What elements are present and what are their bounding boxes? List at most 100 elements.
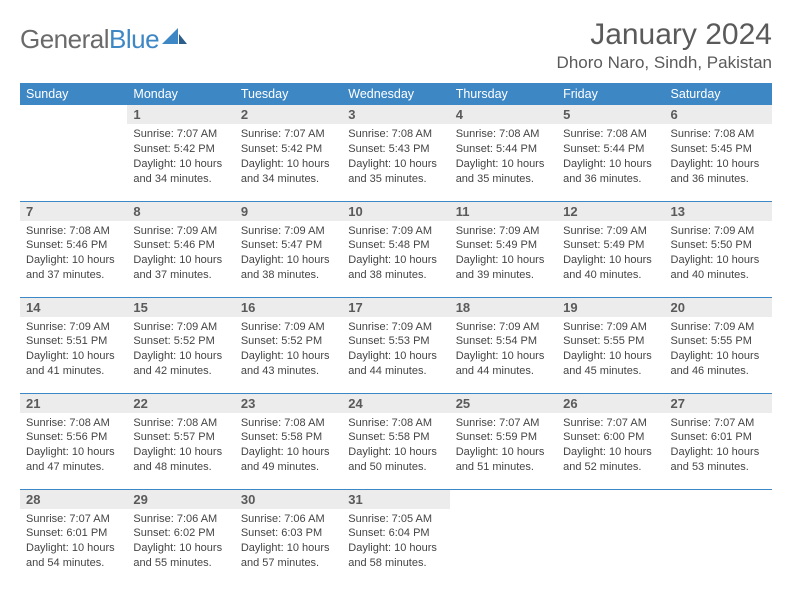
sunset-line: Sunset: 5:46 PM xyxy=(26,238,121,253)
daylight-line: Daylight: 10 hours and 35 minutes. xyxy=(456,157,551,187)
sunrise-line: Sunrise: 7:07 AM xyxy=(456,416,551,431)
sunset-line: Sunset: 6:03 PM xyxy=(241,526,336,541)
calendar-row: 28Sunrise: 7:07 AMSunset: 6:01 PMDayligh… xyxy=(20,489,772,585)
sunrise-line: Sunrise: 7:09 AM xyxy=(133,224,228,239)
daylight-line: Daylight: 10 hours and 43 minutes. xyxy=(241,349,336,379)
sunrise-line: Sunrise: 7:09 AM xyxy=(456,224,551,239)
day-number: 9 xyxy=(235,202,342,221)
weekday-header: Tuesday xyxy=(235,83,342,105)
calendar-cell: 23Sunrise: 7:08 AMSunset: 5:58 PMDayligh… xyxy=(235,393,342,489)
day-body: Sunrise: 7:08 AMSunset: 5:58 PMDaylight:… xyxy=(235,413,342,479)
sunset-line: Sunset: 5:42 PM xyxy=(241,142,336,157)
day-body: Sunrise: 7:09 AMSunset: 5:55 PMDaylight:… xyxy=(557,317,664,383)
sunset-line: Sunset: 6:01 PM xyxy=(671,430,766,445)
sunrise-line: Sunrise: 7:09 AM xyxy=(671,320,766,335)
daylight-line: Daylight: 10 hours and 38 minutes. xyxy=(348,253,443,283)
sunrise-line: Sunrise: 7:08 AM xyxy=(133,416,228,431)
daylight-line: Daylight: 10 hours and 55 minutes. xyxy=(133,541,228,571)
sunrise-line: Sunrise: 7:09 AM xyxy=(133,320,228,335)
calendar-cell: 24Sunrise: 7:08 AMSunset: 5:58 PMDayligh… xyxy=(342,393,449,489)
sunset-line: Sunset: 5:43 PM xyxy=(348,142,443,157)
sunrise-line: Sunrise: 7:06 AM xyxy=(241,512,336,527)
calendar-cell: 12Sunrise: 7:09 AMSunset: 5:49 PMDayligh… xyxy=(557,201,664,297)
sunset-line: Sunset: 5:52 PM xyxy=(133,334,228,349)
sunset-line: Sunset: 5:44 PM xyxy=(456,142,551,157)
sunrise-line: Sunrise: 7:09 AM xyxy=(348,224,443,239)
daylight-line: Daylight: 10 hours and 34 minutes. xyxy=(133,157,228,187)
sunset-line: Sunset: 5:52 PM xyxy=(241,334,336,349)
daylight-line: Daylight: 10 hours and 53 minutes. xyxy=(671,445,766,475)
day-number: 8 xyxy=(127,202,234,221)
calendar-table: SundayMondayTuesdayWednesdayThursdayFrid… xyxy=(20,83,772,585)
daylight-line: Daylight: 10 hours and 52 minutes. xyxy=(563,445,658,475)
daylight-line: Daylight: 10 hours and 47 minutes. xyxy=(26,445,121,475)
calendar-cell: 14Sunrise: 7:09 AMSunset: 5:51 PMDayligh… xyxy=(20,297,127,393)
sunset-line: Sunset: 5:51 PM xyxy=(26,334,121,349)
day-body: Sunrise: 7:07 AMSunset: 6:01 PMDaylight:… xyxy=(20,509,127,575)
sunset-line: Sunset: 6:00 PM xyxy=(563,430,658,445)
sunset-line: Sunset: 5:56 PM xyxy=(26,430,121,445)
weekday-header: Thursday xyxy=(450,83,557,105)
calendar-cell: 4Sunrise: 7:08 AMSunset: 5:44 PMDaylight… xyxy=(450,105,557,201)
sunset-line: Sunset: 5:55 PM xyxy=(671,334,766,349)
sunset-line: Sunset: 5:50 PM xyxy=(671,238,766,253)
day-number: 1 xyxy=(127,105,234,124)
weekday-header: Friday xyxy=(557,83,664,105)
calendar-cell: 18Sunrise: 7:09 AMSunset: 5:54 PMDayligh… xyxy=(450,297,557,393)
sunrise-line: Sunrise: 7:09 AM xyxy=(456,320,551,335)
sunset-line: Sunset: 5:58 PM xyxy=(348,430,443,445)
day-body: Sunrise: 7:09 AMSunset: 5:55 PMDaylight:… xyxy=(665,317,772,383)
day-number: 19 xyxy=(557,298,664,317)
calendar-cell: 29Sunrise: 7:06 AMSunset: 6:02 PMDayligh… xyxy=(127,489,234,585)
day-body: Sunrise: 7:09 AMSunset: 5:49 PMDaylight:… xyxy=(557,221,664,287)
calendar-row: 21Sunrise: 7:08 AMSunset: 5:56 PMDayligh… xyxy=(20,393,772,489)
sunset-line: Sunset: 5:49 PM xyxy=(563,238,658,253)
day-number: 10 xyxy=(342,202,449,221)
daylight-line: Daylight: 10 hours and 48 minutes. xyxy=(133,445,228,475)
day-number: 26 xyxy=(557,394,664,413)
daylight-line: Daylight: 10 hours and 46 minutes. xyxy=(671,349,766,379)
calendar-cell xyxy=(557,489,664,585)
day-body: Sunrise: 7:05 AMSunset: 6:04 PMDaylight:… xyxy=(342,509,449,575)
calendar-cell: 20Sunrise: 7:09 AMSunset: 5:55 PMDayligh… xyxy=(665,297,772,393)
calendar-cell: 19Sunrise: 7:09 AMSunset: 5:55 PMDayligh… xyxy=(557,297,664,393)
day-body: Sunrise: 7:08 AMSunset: 5:44 PMDaylight:… xyxy=(557,124,664,190)
sunrise-line: Sunrise: 7:09 AM xyxy=(241,224,336,239)
daylight-line: Daylight: 10 hours and 38 minutes. xyxy=(241,253,336,283)
daylight-line: Daylight: 10 hours and 36 minutes. xyxy=(563,157,658,187)
daylight-line: Daylight: 10 hours and 34 minutes. xyxy=(241,157,336,187)
sunset-line: Sunset: 5:53 PM xyxy=(348,334,443,349)
logo: GeneralBlue xyxy=(20,18,188,55)
sunset-line: Sunset: 5:47 PM xyxy=(241,238,336,253)
calendar-cell: 7Sunrise: 7:08 AMSunset: 5:46 PMDaylight… xyxy=(20,201,127,297)
sunset-line: Sunset: 5:44 PM xyxy=(563,142,658,157)
day-number: 23 xyxy=(235,394,342,413)
calendar-cell xyxy=(450,489,557,585)
day-number: 5 xyxy=(557,105,664,124)
day-body: Sunrise: 7:07 AMSunset: 6:00 PMDaylight:… xyxy=(557,413,664,479)
daylight-line: Daylight: 10 hours and 50 minutes. xyxy=(348,445,443,475)
daylight-line: Daylight: 10 hours and 57 minutes. xyxy=(241,541,336,571)
logo-part2: Blue xyxy=(109,24,159,54)
sunrise-line: Sunrise: 7:06 AM xyxy=(133,512,228,527)
sunset-line: Sunset: 5:55 PM xyxy=(563,334,658,349)
logo-part1: General xyxy=(20,24,109,54)
calendar-cell: 30Sunrise: 7:06 AMSunset: 6:03 PMDayligh… xyxy=(235,489,342,585)
calendar-cell: 27Sunrise: 7:07 AMSunset: 6:01 PMDayligh… xyxy=(665,393,772,489)
daylight-line: Daylight: 10 hours and 37 minutes. xyxy=(26,253,121,283)
daylight-line: Daylight: 10 hours and 54 minutes. xyxy=(26,541,121,571)
day-number: 4 xyxy=(450,105,557,124)
sunset-line: Sunset: 6:04 PM xyxy=(348,526,443,541)
sunset-line: Sunset: 6:02 PM xyxy=(133,526,228,541)
daylight-line: Daylight: 10 hours and 58 minutes. xyxy=(348,541,443,571)
day-number: 6 xyxy=(665,105,772,124)
day-body: Sunrise: 7:09 AMSunset: 5:50 PMDaylight:… xyxy=(665,221,772,287)
calendar-cell: 16Sunrise: 7:09 AMSunset: 5:52 PMDayligh… xyxy=(235,297,342,393)
day-body: Sunrise: 7:07 AMSunset: 5:42 PMDaylight:… xyxy=(235,124,342,190)
daylight-line: Daylight: 10 hours and 49 minutes. xyxy=(241,445,336,475)
calendar-cell: 11Sunrise: 7:09 AMSunset: 5:49 PMDayligh… xyxy=(450,201,557,297)
calendar-head: SundayMondayTuesdayWednesdayThursdayFrid… xyxy=(20,83,772,105)
daylight-line: Daylight: 10 hours and 41 minutes. xyxy=(26,349,121,379)
day-body: Sunrise: 7:09 AMSunset: 5:51 PMDaylight:… xyxy=(20,317,127,383)
calendar-cell: 28Sunrise: 7:07 AMSunset: 6:01 PMDayligh… xyxy=(20,489,127,585)
